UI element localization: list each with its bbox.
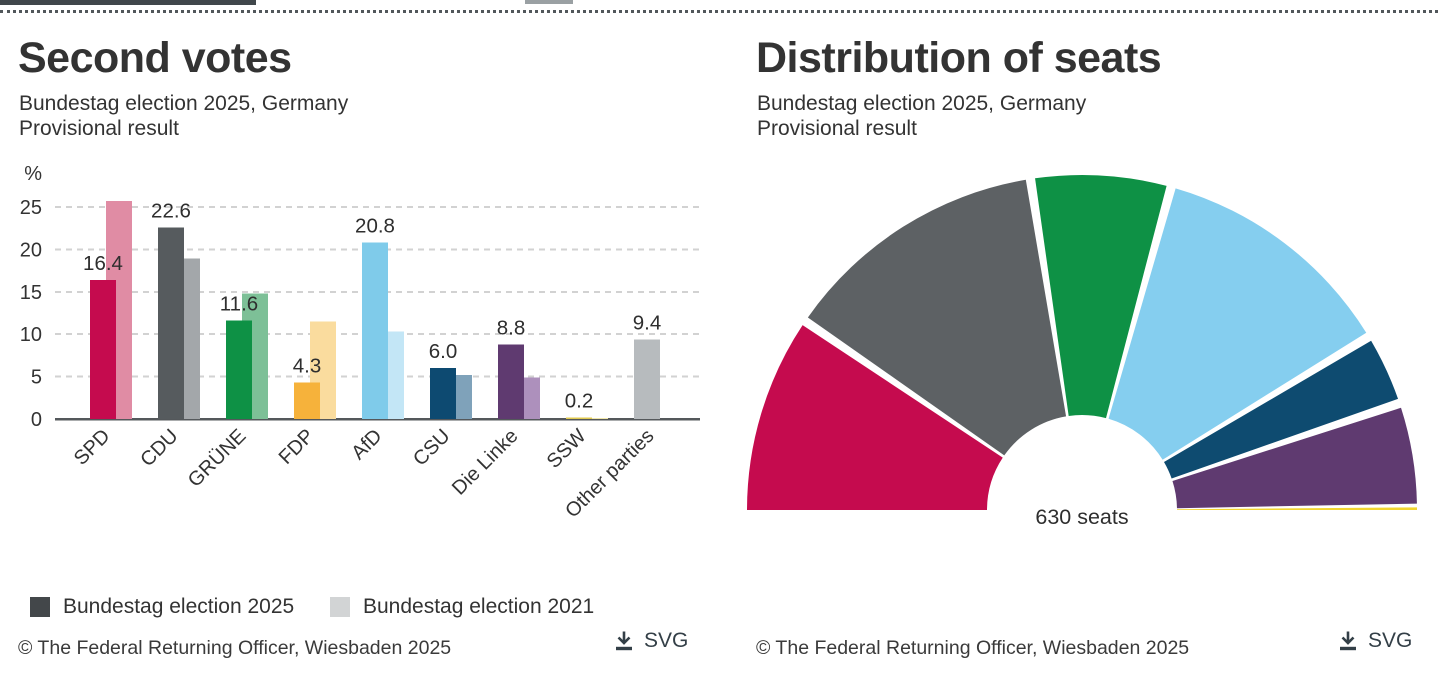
seat-segment-CSU[interactable] [1163, 340, 1399, 479]
bar-2025-Die Linke[interactable] [498, 344, 524, 419]
download-icon [1340, 631, 1356, 651]
bar-2025-CDU[interactable] [158, 227, 184, 419]
bar-2025-SSW[interactable] [566, 417, 592, 419]
download-label-left: SVG [644, 629, 689, 652]
bar-2025-GRÜNE[interactable] [226, 320, 252, 419]
legend-item-2025: Bundestag election 2025 [30, 595, 294, 619]
bar-value-label: 16.4 [83, 252, 123, 275]
x-axis-label: CDU [136, 425, 182, 471]
bar-2021-SSW[interactable] [582, 418, 608, 420]
legend-label-2025: Bundestag election 2025 [63, 595, 295, 618]
legend-swatch [30, 597, 50, 617]
bar-chart-canvas: % 0 5 10 15 20 25 16.4 SPD 22.6 CDU 11.6 GRÜNE 4.3 FDP… [20, 163, 700, 522]
seats-subtitle-2: Provisional result [757, 117, 917, 140]
copyright-right: © The Federal Returning Officer, Wiesbad… [756, 637, 1190, 659]
y-axis-unit: % [24, 163, 42, 185]
x-axis-label: AfD [347, 425, 386, 464]
bar-value-label: 20.8 [355, 215, 395, 238]
seat-segment-AfD[interactable] [1108, 188, 1367, 460]
copyright-left: © The Federal Returning Officer, Wiesbad… [18, 637, 452, 659]
download-label-right: SVG [1368, 629, 1413, 652]
bar-value-label: 4.3 [293, 355, 322, 378]
seat-segment-CDU[interactable] [807, 179, 1067, 456]
x-axis-label: SPD [70, 425, 115, 470]
seat-segment-GRÜNE[interactable] [1035, 175, 1167, 419]
bar-value-label: 8.8 [497, 316, 526, 339]
bar-value-label: 0.2 [565, 389, 594, 412]
seat-segment-Die Linke[interactable] [1172, 407, 1417, 509]
bar-value-label: 9.4 [633, 311, 662, 334]
seats-title: Distribution of seats [756, 34, 1162, 82]
bar-value-label: 11.6 [220, 293, 258, 316]
bar-2025-AfD[interactable] [362, 242, 388, 419]
seat-segment-SPD[interactable] [747, 325, 1003, 510]
download-icon [616, 631, 632, 651]
bar-2025-SPD[interactable] [90, 279, 116, 419]
scrollbar-fragment [525, 0, 573, 4]
bar-value-label: 6.0 [429, 340, 458, 363]
download-svg-button-right[interactable]: SVG [1336, 629, 1412, 653]
seat-chart-canvas: 630 seats [747, 175, 1417, 529]
y-axis-tick: 5 [31, 367, 42, 389]
seat-segment-SSW[interactable] [1177, 507, 1417, 510]
y-axis-tick: 15 [20, 282, 42, 304]
x-axis-label: SSW [543, 425, 591, 473]
y-axis-tick: 10 [20, 324, 42, 346]
bar-value-label: 22.6 [151, 199, 191, 222]
bar-2025-FDP[interactable] [294, 382, 320, 419]
x-axis-label: CSU [409, 425, 454, 470]
second-votes-subtitle-2: Provisional result [19, 117, 179, 140]
y-axis-tick: 20 [20, 239, 42, 261]
tab-bar-fragment [0, 0, 256, 5]
legend-item-2021: Bundestag election 2021 [330, 595, 594, 619]
bar-2025-CSU[interactable] [430, 368, 456, 419]
y-axis-tick: 25 [20, 197, 42, 219]
x-axis-label: Die Linke [448, 425, 523, 500]
bar-2025-Other parties[interactable] [634, 339, 660, 419]
total-seats-label: 630 seats [1035, 505, 1128, 529]
seats-subtitle-1: Bundestag election 2025, Germany [757, 92, 1087, 115]
x-axis-label: FDP [275, 425, 319, 469]
second-votes-subtitle-1: Bundestag election 2025, Germany [19, 92, 349, 115]
legend-swatch [330, 597, 350, 617]
x-axis-label: GRÜNE [184, 425, 251, 492]
dotted-divider [0, 10, 1438, 13]
legend-label-2021: Bundestag election 2021 [363, 595, 595, 618]
y-axis-tick: 0 [31, 409, 42, 431]
download-svg-button-left[interactable]: SVG [612, 629, 688, 653]
second-votes-title: Second votes [18, 34, 292, 82]
